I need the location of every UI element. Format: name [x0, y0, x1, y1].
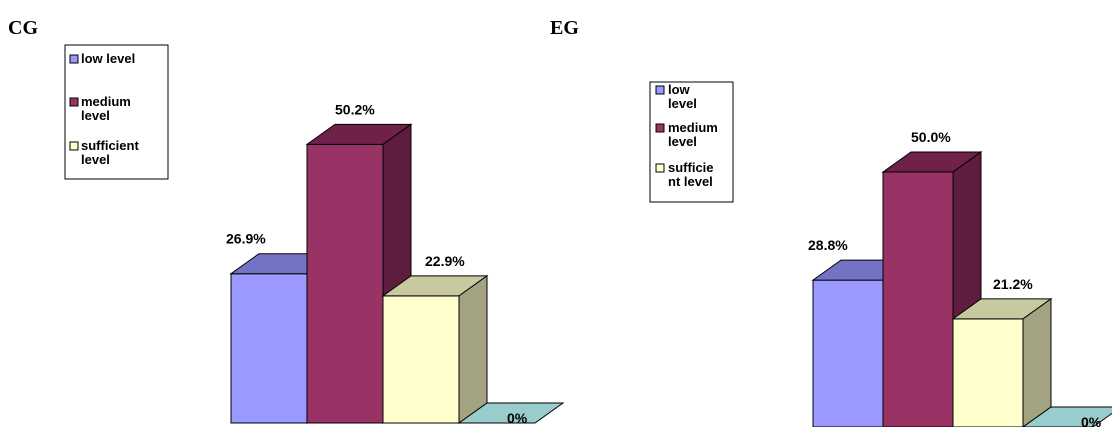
bar-zero [1022, 406, 1112, 427]
bar [951, 297, 1053, 427]
legend-line: level [668, 134, 697, 149]
legend-line: sufficient [81, 138, 139, 153]
legend-line: level [81, 108, 110, 123]
legend-box [649, 81, 734, 203]
legend-swatch-sufficient [69, 141, 79, 151]
data-label: 0% [507, 410, 528, 426]
legend-line: medium [81, 94, 131, 109]
chart-title-cg: CG [8, 17, 38, 39]
legend-label-sufficient: sufficie nt level [668, 160, 717, 189]
bar [457, 402, 565, 424]
bars-cg: 26.9% 50.2% 22.9% 0% [226, 101, 565, 426]
legend-swatch-medium [655, 123, 665, 133]
data-label: 21.2% [993, 276, 1033, 292]
legend-cg: low level medium level sufficient level [64, 44, 169, 180]
bar-front [812, 279, 884, 427]
bar [381, 274, 489, 424]
legend-box [64, 44, 169, 180]
legend-label-medium: medium level [668, 120, 721, 149]
legend-line: level [81, 152, 110, 167]
bar-front [230, 273, 308, 424]
bar-zero [457, 402, 565, 424]
chart-title-eg: EG [550, 17, 579, 39]
legend-line: medium [668, 120, 718, 135]
bar-front [306, 143, 384, 424]
data-label: 50.2% [335, 101, 375, 117]
bar-side [1022, 297, 1052, 427]
data-label: 0% [1081, 414, 1102, 427]
data-label: 26.9% [226, 231, 266, 247]
legend-line: level [668, 96, 697, 111]
legend-swatch-low [655, 85, 665, 95]
bars-eg: 28.8% 50.0% 21.2% 0% [808, 129, 1112, 427]
legend-label-medium: medium level [81, 94, 134, 123]
chart-cg: CG low level medium level sufficient lev… [8, 17, 565, 426]
legend-swatch-sufficient [655, 163, 665, 173]
data-label: 50.0% [911, 129, 951, 145]
data-label: 22.9% [425, 253, 465, 269]
bar-side [458, 274, 488, 424]
bar [305, 123, 413, 424]
chart-eg: EG low level medium level sufficie nt le… [550, 17, 1112, 427]
legend-line: low [668, 82, 691, 97]
bar-front [382, 295, 460, 424]
legend-swatch-low [69, 54, 79, 64]
legend-line: sufficie [668, 160, 714, 175]
bar-front [952, 318, 1024, 427]
legend-line: nt level [668, 174, 713, 189]
bar [1022, 406, 1112, 427]
legend-eg: low level medium level sufficie nt level [649, 81, 734, 203]
legend-swatch-medium [69, 97, 79, 107]
legend-label-sufficient: sufficient level [81, 138, 142, 167]
bar-front [882, 171, 954, 427]
legend-label-low: low level [668, 82, 697, 111]
data-label: 28.8% [808, 237, 848, 253]
legend-label-low: low level [81, 51, 135, 66]
